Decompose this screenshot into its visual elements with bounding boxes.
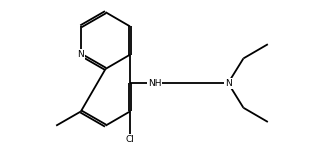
Text: NH: NH xyxy=(148,79,161,88)
Text: N: N xyxy=(77,50,84,59)
Text: N: N xyxy=(225,79,231,88)
Text: Cl: Cl xyxy=(125,135,134,144)
